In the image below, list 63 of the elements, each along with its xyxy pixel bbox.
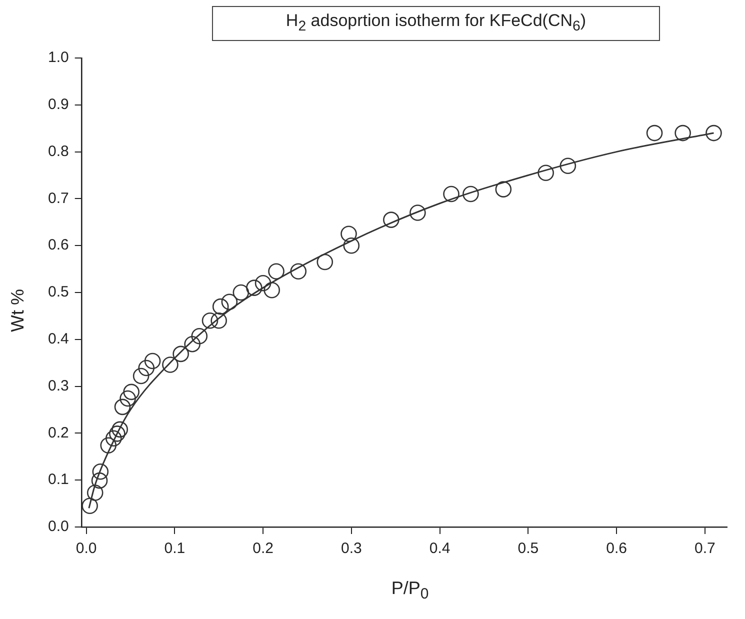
x-tick-label: 0.3 (340, 540, 362, 558)
point (268, 263, 284, 280)
point (112, 421, 128, 438)
point (674, 124, 691, 142)
y-tick-label: 0.9 (48, 96, 69, 114)
point (132, 368, 150, 384)
point (443, 186, 460, 202)
point (138, 360, 155, 376)
y-tick-label: 0.3 (48, 377, 69, 394)
y-tick-label: 1.0 (48, 49, 69, 66)
y-tick-label: 0.4 (48, 330, 69, 348)
x-tick-label: 0.2 (252, 540, 274, 558)
y-tick-label: 0.2 (48, 424, 69, 442)
point (92, 464, 109, 480)
point (538, 164, 554, 182)
y-tick-label: 0.7 (48, 190, 69, 207)
point (316, 254, 334, 270)
point (184, 336, 200, 352)
point (264, 282, 280, 298)
y-tick-label: 0.5 (48, 284, 69, 301)
point (254, 274, 272, 292)
point (202, 312, 218, 329)
point (172, 346, 189, 362)
point (109, 426, 126, 442)
y-tick-label: 0.0 (48, 518, 69, 536)
point (162, 356, 178, 373)
point (191, 328, 208, 344)
point (246, 280, 262, 296)
point (495, 181, 512, 198)
x-tick-label: 0.4 (429, 540, 450, 558)
point (91, 472, 108, 489)
point (290, 263, 307, 280)
point (221, 294, 238, 310)
point (383, 212, 400, 228)
point (646, 124, 663, 142)
point (212, 298, 229, 315)
x-tick-label: 0.7 (694, 540, 716, 558)
point (100, 437, 117, 454)
point (123, 384, 140, 400)
point (343, 237, 360, 254)
x-tick-label: 0.0 (76, 540, 97, 558)
point (706, 124, 722, 142)
point (410, 204, 426, 221)
point (462, 186, 479, 202)
point (560, 158, 576, 174)
y-tick-label: 0.8 (48, 142, 69, 160)
point (232, 284, 250, 301)
y-tick-label: 0.1 (48, 471, 69, 488)
point (82, 498, 98, 514)
point (340, 226, 357, 242)
point (106, 430, 122, 447)
point (86, 484, 104, 501)
y-axis-title: Wt % (8, 288, 28, 334)
point (114, 398, 131, 416)
point (120, 390, 136, 407)
y-tick-label: 0.6 (48, 236, 69, 254)
point (144, 352, 161, 370)
x-tick-label: 0.1 (164, 540, 186, 558)
x-axis-title: P/P$_{0}$ (390, 578, 430, 603)
chart-title: H$_{2}$ adsoprtion isotherm for KFeCd(CN$_{6}$) (212, 6, 660, 42)
x-tick-label: 0.6 (606, 540, 627, 558)
x-tick-label: 0.5 (518, 540, 539, 558)
point (210, 312, 227, 329)
